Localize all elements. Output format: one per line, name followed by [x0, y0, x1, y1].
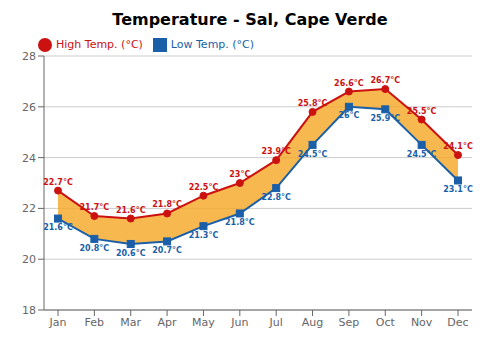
- svg-text:Aug: Aug: [302, 316, 323, 329]
- svg-text:25.9°C: 25.9°C: [370, 114, 400, 123]
- svg-text:28: 28: [22, 50, 36, 63]
- svg-text:Dec: Dec: [447, 316, 468, 329]
- svg-text:23.9°C: 23.9°C: [261, 147, 291, 156]
- svg-text:Sep: Sep: [339, 316, 360, 329]
- svg-text:Oct: Oct: [376, 316, 396, 329]
- svg-text:May: May: [192, 316, 215, 329]
- svg-text:20: 20: [22, 253, 36, 266]
- svg-text:Apr: Apr: [158, 316, 178, 329]
- svg-text:Jul: Jul: [269, 316, 283, 329]
- svg-text:21.6°C: 21.6°C: [43, 223, 73, 232]
- svg-text:20.7°C: 20.7°C: [152, 246, 182, 255]
- svg-text:24.1°C: 24.1°C: [443, 142, 473, 151]
- svg-text:Feb: Feb: [85, 316, 104, 329]
- svg-text:24: 24: [22, 152, 36, 165]
- svg-text:23.1°C: 23.1°C: [443, 185, 473, 194]
- svg-text:18: 18: [22, 304, 36, 317]
- svg-text:Mar: Mar: [120, 316, 141, 329]
- svg-text:26.6°C: 26.6°C: [334, 79, 364, 88]
- html-text:Temperature - Sal, Cape Verde: Temperature - Sal, Cape Verde: [112, 10, 388, 29]
- svg-text:22.7°C: 22.7°C: [43, 178, 73, 187]
- svg-text:20.6°C: 20.6°C: [116, 249, 146, 258]
- svg-text:25.8°C: 25.8°C: [298, 99, 328, 108]
- svg-text:21.8°C: 21.8°C: [152, 200, 182, 209]
- svg-text:26°C: 26°C: [338, 111, 359, 120]
- svg-text:21.7°C: 21.7°C: [80, 203, 110, 212]
- svg-text:22.8°C: 22.8°C: [261, 193, 291, 202]
- svg-text:22: 22: [22, 202, 36, 215]
- html-text:High Temp. (°C): High Temp. (°C): [56, 38, 143, 51]
- svg-text:21.8°C: 21.8°C: [225, 218, 255, 227]
- svg-text:23°C: 23°C: [229, 170, 250, 179]
- svg-text:21.6°C: 21.6°C: [116, 206, 146, 215]
- svg-text:22.5°C: 22.5°C: [189, 183, 219, 192]
- html-text:Low Temp. (°C): Low Temp. (°C): [170, 38, 255, 51]
- svg-text:Jun: Jun: [230, 316, 248, 329]
- svg-text:24.5°C: 24.5°C: [298, 150, 328, 159]
- svg-text:Nov: Nov: [411, 316, 433, 329]
- svg-text:24.5°C: 24.5°C: [407, 150, 437, 159]
- svg-text:26.7°C: 26.7°C: [370, 76, 400, 85]
- svg-text:20.8°C: 20.8°C: [80, 244, 110, 253]
- svg-text:Jan: Jan: [49, 316, 67, 329]
- svg-text:26: 26: [22, 101, 36, 114]
- svg-text:21.3°C: 21.3°C: [189, 231, 219, 240]
- svg-text:25.5°C: 25.5°C: [407, 107, 437, 116]
